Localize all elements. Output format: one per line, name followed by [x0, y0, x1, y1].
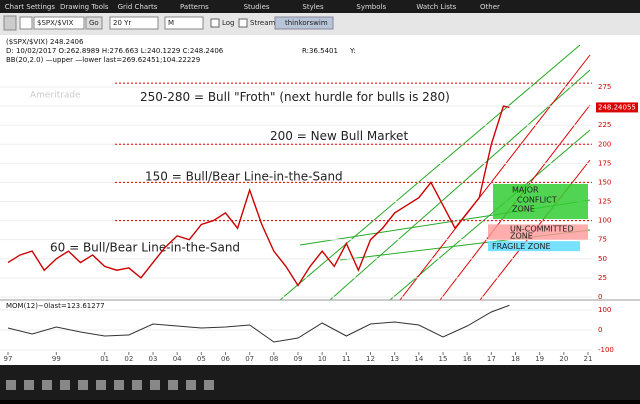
x-tick-label: 21	[584, 355, 593, 363]
x-tick-label: 10	[318, 355, 327, 363]
mom-tick-label: 0	[598, 326, 602, 334]
log-label: Log	[222, 19, 235, 27]
x-tick-label: 13	[390, 355, 399, 363]
period-select[interactable]	[109, 16, 159, 30]
menu-item[interactable]: Chart Settings	[5, 3, 56, 11]
period: 20 Yr	[113, 19, 131, 27]
zone-label: UN-COMMITTED	[510, 224, 574, 233]
conflict-zone	[493, 183, 588, 220]
menu-item[interactable]: Patterns	[180, 3, 209, 11]
mom-legend: MOM(12)−0last=123.61277	[6, 302, 105, 310]
thinkorswim-label: thinkorswim	[285, 19, 328, 27]
price-line	[7, 105, 510, 287]
y-tick-label: 75	[598, 236, 607, 244]
watermark: Ameritrade	[30, 91, 81, 101]
x-tick-label: 19	[535, 355, 544, 363]
menu-item[interactable]: Grid Charts	[118, 3, 158, 11]
y-tick-label: 225	[598, 121, 611, 129]
y-tick-label: 275	[598, 83, 611, 91]
x-tick-label: 12	[366, 355, 375, 363]
bottom-toolbar	[0, 365, 640, 400]
menu-item[interactable]: Drawing Tools	[60, 3, 109, 11]
go-label: Go	[89, 19, 99, 27]
x-tick-label: 18	[511, 355, 520, 363]
menu-item[interactable]: Symbols	[356, 3, 386, 11]
annotation: 150 = Bull/Bear Line-in-the-Sand	[145, 170, 343, 184]
uncommitted-zone	[488, 224, 588, 240]
mom-tick-label: 100	[598, 306, 611, 314]
zone-label: MAJOR	[512, 186, 539, 195]
menu-bar	[0, 0, 640, 13]
annotation: 250-280 = Bull "Froth" (next hurdle for …	[140, 90, 450, 104]
x-tick-label: 02	[124, 355, 133, 363]
bollinger-legend: BB(20,2.0) —upper —lower last=269.62451;…	[6, 56, 200, 64]
x-tick-label: 09	[294, 355, 303, 363]
x-tick-label: 03	[149, 355, 158, 363]
drawing-tools[interactable]	[6, 380, 214, 390]
x-tick-label: 07	[245, 355, 254, 363]
log-checkbox[interactable]	[210, 18, 220, 28]
last-price-label: 248.24055	[598, 103, 636, 111]
y-tick-label: 150	[598, 178, 611, 186]
back-button[interactable]	[3, 15, 17, 31]
menu-item[interactable]: Styles	[302, 3, 324, 11]
x-tick-label: 06	[221, 355, 230, 363]
y-tick-label: 175	[598, 159, 611, 167]
zone-label: ZONE	[510, 231, 533, 240]
annotation: 200 = New Bull Market	[270, 129, 408, 143]
zone-label: CONFLICT	[517, 195, 557, 204]
x-tick-label: 97	[4, 355, 13, 363]
mom-tick-label: -100	[598, 346, 614, 354]
x-tick-label: 17	[487, 355, 496, 363]
go-button[interactable]	[85, 16, 103, 30]
symbol: $SPX/$VIX	[37, 19, 74, 27]
x-tick-label: 04	[173, 355, 182, 363]
x-tick-label: 99	[52, 355, 61, 363]
close-button[interactable]	[19, 16, 33, 30]
thinkorswim-button[interactable]	[274, 16, 334, 30]
x-tick-label: 14	[414, 355, 423, 363]
interval: M	[168, 19, 174, 27]
stream-checkbox[interactable]	[238, 18, 248, 28]
x-tick-label: 16	[463, 355, 472, 363]
ratio-y: Y:	[349, 47, 356, 55]
ohlc: D: 10/02/2017 O:262.8989 H:276.663 L:240…	[6, 47, 224, 55]
ratio: R:36.5401	[302, 47, 338, 55]
stream-label: Stream	[250, 19, 276, 27]
x-tick-label: 08	[269, 355, 278, 363]
y-tick-label: 25	[598, 274, 607, 282]
menu-item[interactable]: Studies	[244, 3, 270, 11]
y-tick-label: 200	[598, 140, 611, 148]
zone-label: ZONE	[512, 205, 535, 214]
x-tick-label: 15	[439, 355, 448, 363]
menu-item[interactable]: Watch Lists	[416, 3, 456, 11]
interval-select[interactable]	[164, 16, 204, 30]
x-tick-label: 11	[342, 355, 351, 363]
y-tick-label: 50	[598, 255, 607, 263]
mom-line	[7, 304, 510, 343]
x-tick-label: 20	[559, 355, 568, 363]
menu-item[interactable]: Other	[480, 3, 500, 11]
last-price-tag	[596, 102, 638, 113]
x-tick-label: 05	[197, 355, 206, 363]
annotation: 60 = Bull/Bear Line-in-the-Sand	[50, 241, 240, 255]
y-tick-label: 100	[598, 217, 611, 225]
x-tick-label: 01	[100, 355, 109, 363]
symbol-input[interactable]	[33, 16, 85, 30]
y-tick-label: 125	[598, 198, 611, 206]
fragile-zone	[488, 241, 580, 252]
zone-label: FRAGILE ZONE	[492, 242, 551, 251]
chart-header: ($SPX/$VIX) 248.2406	[6, 38, 84, 46]
y-tick-label: 0	[598, 293, 602, 301]
